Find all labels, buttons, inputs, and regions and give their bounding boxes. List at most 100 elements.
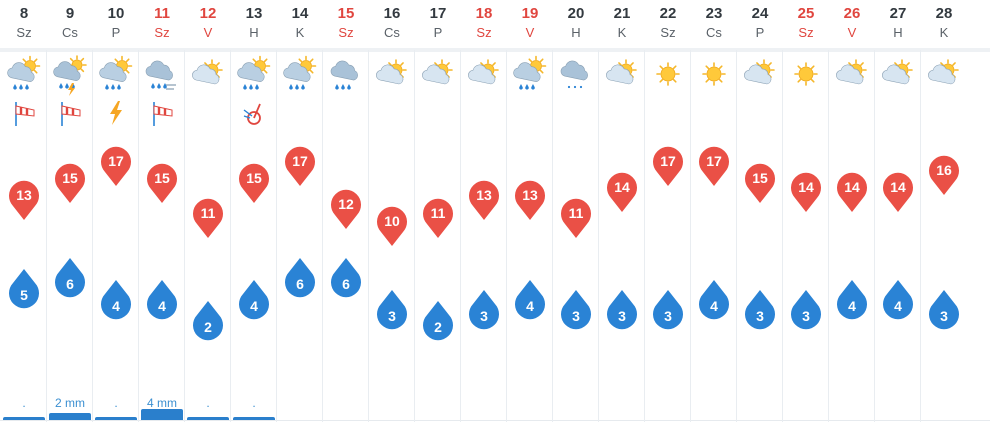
day-column[interactable]: 14 K 17 6	[277, 0, 323, 423]
partly-cloudy-icon	[602, 54, 642, 98]
precip-bar	[49, 413, 91, 420]
precip-amount: .	[114, 396, 118, 410]
day-column[interactable]: 28 K 16 3	[921, 0, 967, 423]
max-temp-marker: 14	[834, 170, 870, 216]
min-temp-value: 2	[204, 319, 212, 336]
max-temp-value: 15	[154, 170, 170, 187]
max-temp-value: 14	[890, 178, 906, 195]
day-column[interactable]: 15 Sz 12 6	[323, 0, 369, 423]
day-column[interactable]: 8 Sz 13 5.	[1, 0, 47, 423]
min-temp-value: 4	[710, 297, 718, 314]
min-temp-value: 4	[848, 297, 856, 314]
day-of-week: Sz	[476, 25, 492, 40]
min-temp-value: 6	[342, 276, 350, 292]
windy-rain-icon	[142, 54, 182, 98]
column-divider	[92, 50, 93, 422]
max-temp-marker: 16	[926, 153, 962, 199]
cloud-sun-rain-icon	[96, 54, 136, 98]
max-temp-marker: 13	[6, 178, 42, 224]
min-temp-marker: 2	[190, 297, 226, 343]
min-temp-marker: 6	[52, 254, 88, 300]
column-divider	[828, 50, 829, 422]
day-of-week: Cs	[384, 25, 400, 40]
column-divider	[552, 50, 553, 422]
partly-cloudy-icon	[878, 54, 918, 98]
thunderstorm-icon	[50, 54, 90, 98]
column-divider	[598, 50, 599, 422]
cloud-sun-rain-icon	[4, 54, 44, 98]
max-temp-marker: 15	[742, 161, 778, 207]
day-date: 22	[659, 5, 677, 22]
day-column[interactable]: 16 Cs 10 3	[369, 0, 415, 423]
day-date: 9	[65, 5, 75, 22]
sunny-icon	[648, 54, 688, 98]
day-column[interactable]: 24 P 15 3	[737, 0, 783, 423]
day-of-week: Sz	[16, 25, 32, 40]
max-temp-marker: 17	[282, 144, 318, 190]
precip-bar	[3, 417, 45, 420]
day-column[interactable]: 20 H 11 3	[553, 0, 599, 423]
max-temp-marker: 11	[558, 196, 594, 242]
min-temp-marker: 6	[282, 254, 318, 300]
day-column[interactable]: 17 P 11 2	[415, 0, 461, 423]
day-column[interactable]: 23 Cs 17 4	[691, 0, 737, 423]
min-temp-value: 3	[756, 308, 764, 325]
day-date: 23	[705, 5, 723, 22]
min-temp-value: 3	[802, 308, 810, 325]
day-column[interactable]: 26 V 14 4	[829, 0, 875, 423]
day-column[interactable]: 9 Cs 15 6 2 mm	[47, 0, 93, 423]
max-temp-marker: 12	[328, 187, 364, 233]
max-temp-value: 17	[292, 153, 308, 169]
max-temp-value: 13	[16, 187, 32, 204]
min-temp-marker: 4	[834, 276, 870, 322]
max-temp-marker: 17	[98, 144, 134, 190]
max-temp-marker: 13	[466, 178, 502, 224]
column-divider	[368, 50, 369, 422]
day-of-week: P	[433, 25, 443, 40]
wind-sock-icon	[148, 98, 176, 128]
partly-cloudy-icon	[188, 54, 228, 98]
day-column[interactable]: 25 Sz 14 3	[783, 0, 829, 423]
day-date: 17	[429, 5, 447, 22]
min-temp-value: 3	[618, 308, 626, 325]
day-of-week: H	[571, 25, 581, 40]
day-column[interactable]: 10 P 17 4.	[93, 0, 139, 423]
day-date: 24	[751, 5, 769, 22]
partly-cloudy-icon	[418, 54, 458, 98]
min-temp-value: 3	[572, 308, 580, 325]
max-temp-value: 11	[430, 204, 446, 221]
min-temp-value: 6	[296, 276, 304, 292]
min-temp-marker: 3	[374, 286, 410, 332]
min-temp-value: 4	[250, 297, 258, 314]
day-of-week: P	[755, 25, 765, 40]
min-temp-marker: 2	[420, 297, 456, 343]
column-divider	[644, 50, 645, 422]
min-temp-marker: 4	[98, 276, 134, 322]
day-date: 15	[337, 5, 355, 22]
min-temp-marker: 3	[926, 286, 962, 332]
day-column[interactable]: 21 K 14 3	[599, 0, 645, 423]
day-date: 11	[154, 5, 170, 22]
max-temp-value: 15	[752, 170, 768, 187]
min-temp-marker: 3	[558, 286, 594, 332]
day-date: 19	[521, 5, 539, 22]
day-column[interactable]: 27 H 14 4	[875, 0, 921, 423]
day-of-week: Cs	[706, 25, 722, 40]
drizzle-cloud-icon	[556, 54, 596, 98]
day-column[interactable]: 12 V 11 2.	[185, 0, 231, 423]
day-column[interactable]: 18 Sz 13 3	[461, 0, 507, 423]
max-temp-marker: 17	[650, 144, 686, 190]
column-divider	[782, 50, 783, 422]
rain-cloud-icon	[326, 54, 366, 98]
wind-sock-icon	[56, 98, 84, 128]
day-column[interactable]: 11 Sz 15 4 4 mm	[139, 0, 185, 423]
max-temp-marker: 13	[512, 178, 548, 224]
day-column[interactable]: 19 V 13 4	[507, 0, 553, 423]
day-column[interactable]: 13 H 15 4.	[231, 0, 277, 423]
day-column[interactable]: 22 Sz 17 3	[645, 0, 691, 423]
pressure-icon	[240, 98, 268, 128]
precip-amount: .	[22, 396, 26, 410]
max-temp-value: 14	[614, 178, 630, 195]
day-of-week: K	[939, 25, 949, 40]
